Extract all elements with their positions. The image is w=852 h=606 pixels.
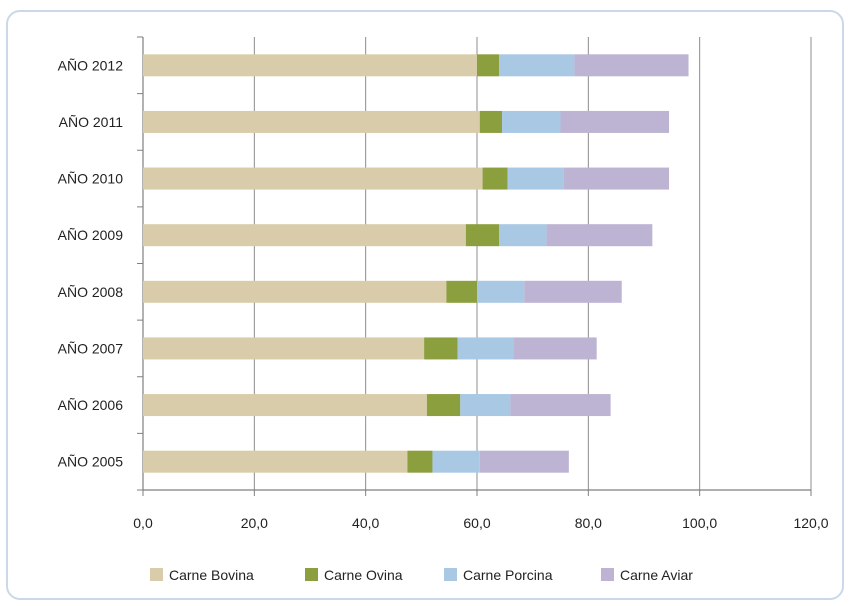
bar-segment-carne-porcina (457, 337, 514, 360)
bar-segment-carne-bovina (143, 280, 447, 303)
bar-segment-carne-aviar (560, 110, 670, 133)
bar-segment-carne-aviar (574, 54, 689, 77)
bar-segment-carne-bovina (143, 110, 480, 133)
bar-segment-carne-aviar (513, 337, 597, 360)
bar-segment-carne-bovina (143, 167, 483, 190)
legend-label: Carne Ovina (324, 567, 403, 583)
bar-segment-carne-porcina (477, 280, 525, 303)
bar-segment-carne-ovina (446, 280, 477, 303)
bar-segment-carne-ovina (477, 54, 500, 77)
bar-segment-carne-bovina (143, 394, 427, 417)
legend-swatch (444, 568, 457, 581)
bar-segment-carne-ovina (424, 337, 458, 360)
legend-swatch (601, 568, 614, 581)
legend-label: Carne Bovina (169, 567, 254, 583)
bar-segment-carne-ovina (407, 450, 433, 473)
legend-label: Carne Porcina (463, 567, 553, 583)
y-tick-label: AÑO 2008 (58, 284, 124, 300)
x-tick-label: 120,0 (793, 515, 828, 531)
y-tick-label: AÑO 2009 (58, 227, 124, 243)
bar-segment-carne-bovina (143, 450, 408, 473)
legend-swatch (150, 568, 163, 581)
x-tick-label: 80,0 (575, 515, 602, 531)
bar-segment-carne-porcina (499, 224, 547, 247)
legend-swatch (305, 568, 318, 581)
x-tick-label: 100,0 (682, 515, 717, 531)
bar-segment-carne-porcina (460, 394, 511, 417)
x-tick-label: 20,0 (241, 515, 268, 531)
legend-label: Carne Aviar (620, 567, 693, 583)
bar-segment-carne-bovina (143, 337, 425, 360)
bar-segment-carne-aviar (510, 394, 611, 417)
bar-segment-carne-porcina (507, 167, 564, 190)
y-tick-label: AÑO 2007 (58, 340, 124, 356)
bar-segment-carne-aviar (479, 450, 569, 473)
x-tick-label: 40,0 (352, 515, 379, 531)
y-tick-label: AÑO 2006 (58, 397, 124, 413)
x-tick-label: 0,0 (133, 515, 153, 531)
bar-segment-carne-ovina (482, 167, 508, 190)
bar-segment-carne-aviar (524, 280, 622, 303)
y-tick-label: AÑO 2012 (58, 57, 124, 73)
bar-segment-carne-porcina (502, 110, 561, 133)
bar-segment-carne-aviar (563, 167, 670, 190)
bar-segment-carne-ovina (465, 224, 500, 247)
bar-segment-carne-bovina (143, 54, 477, 77)
y-tick-label: AÑO 2005 (58, 454, 124, 470)
bar-segment-carne-porcina (432, 450, 480, 473)
y-tick-label: AÑO 2011 (59, 114, 124, 130)
y-tick-label: AÑO 2010 (58, 171, 124, 187)
chart-frame (6, 10, 844, 600)
bar-segment-carne-ovina (426, 394, 461, 417)
bar-segment-carne-ovina (479, 110, 503, 133)
bar-segment-carne-porcina (499, 54, 575, 77)
x-tick-label: 60,0 (463, 515, 490, 531)
bar-segment-carne-bovina (143, 224, 466, 247)
bar-segment-carne-aviar (546, 224, 653, 247)
